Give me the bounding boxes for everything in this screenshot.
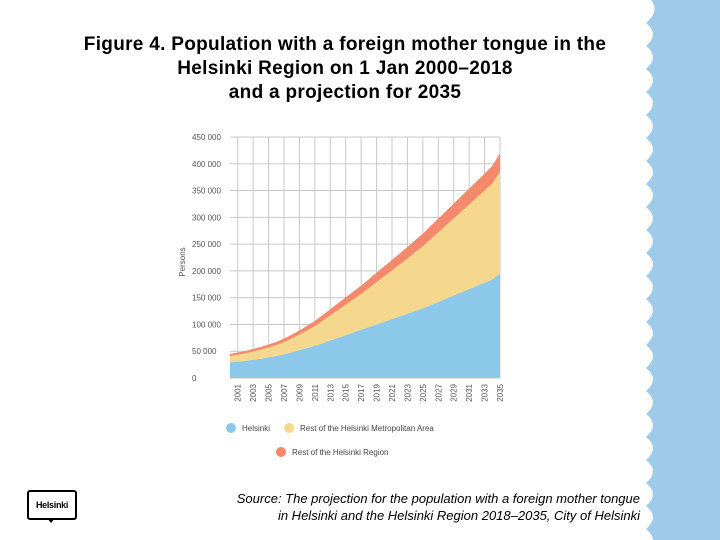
- x-tick-label: 2007: [280, 383, 289, 401]
- helsinki-logo: Helsinki: [27, 490, 77, 520]
- x-tick-label: 2015: [342, 383, 351, 401]
- x-tick-label: 2001: [234, 383, 243, 401]
- legend-item-rest-region: Rest of the Helsinki Region: [276, 447, 389, 457]
- legend-label-rest-metro: Rest of the Helsinki Metropolitan Area: [300, 423, 434, 433]
- title-line-2: Helsinki Region on 1 Jan 2000–2018: [177, 58, 513, 79]
- figure-title: Figure 4. Population with a foreign moth…: [40, 33, 650, 105]
- x-tick-label: 2019: [373, 383, 382, 401]
- area-rest-metro: [230, 171, 500, 363]
- y-axis-label: Persons: [178, 247, 187, 276]
- title-line-1: Figure 4. Population with a foreign moth…: [83, 34, 607, 55]
- legend-item-rest-metro: Rest of the Helsinki Metropolitan Area: [284, 423, 434, 433]
- y-tick-label: 350 000: [192, 187, 221, 196]
- x-tick-label: 2005: [265, 383, 274, 401]
- x-tick-label: 2003: [249, 383, 258, 401]
- logo-tail-icon: [47, 518, 55, 523]
- y-axis-ticks: 0 50 000 100 000 150 000 200 000 250 000 300 0…: [192, 133, 221, 383]
- x-tick-label: 2027: [434, 383, 443, 401]
- y-tick-label: 300 000: [192, 213, 221, 222]
- x-tick-label: 2035: [496, 383, 505, 401]
- y-tick-label: 150 000: [192, 294, 221, 303]
- x-axis-ticks: 2001 2003 2005 2007 2009 2011 2013 2015 2017 2019…: [234, 383, 505, 401]
- y-tick-label: 0: [192, 374, 197, 383]
- source-note: Source: The projection for the populatio…: [120, 490, 640, 524]
- x-tick-label: 2029: [450, 383, 459, 401]
- legend-item-helsinki: Helsinki: [226, 423, 270, 433]
- x-tick-label: 2009: [295, 383, 304, 401]
- x-tick-label: 2011: [311, 383, 320, 401]
- side-band-wavy-shape: [646, 0, 720, 540]
- area-helsinki: [230, 273, 500, 378]
- chart-areas: [230, 153, 500, 378]
- x-tick-label: 2021: [388, 383, 397, 401]
- legend-swatch-rest-metro: [284, 423, 294, 433]
- source-line-2: in Helsinki and the Helsinki Region 2018…: [277, 508, 640, 523]
- x-tick-label: 2033: [481, 383, 490, 401]
- y-tick-label: 50 000: [192, 347, 217, 356]
- source-line-1: Source: The projection for the populatio…: [236, 491, 640, 506]
- legend-swatch-helsinki: [226, 423, 236, 433]
- title-line-3: and a projection for 2035: [228, 82, 462, 103]
- x-tick-label: 2013: [326, 383, 335, 401]
- x-tick-label: 2031: [465, 383, 474, 401]
- y-tick-label: 200 000: [192, 267, 221, 276]
- legend-label-rest-region: Rest of the Helsinki Region: [292, 447, 389, 457]
- logo-text: Helsinki: [35, 500, 69, 510]
- y-tick-label: 100 000: [192, 320, 221, 329]
- x-tick-label: 2025: [419, 383, 428, 401]
- x-tick-label: 2023: [403, 383, 412, 401]
- legend-swatch-rest-region: [276, 447, 286, 457]
- x-tick-label: 2017: [357, 383, 366, 401]
- y-tick-label: 450 000: [192, 133, 221, 142]
- y-tick-label: 400 000: [192, 160, 221, 169]
- y-tick-label: 250 000: [192, 240, 221, 249]
- legend-label-helsinki: Helsinki: [242, 423, 271, 433]
